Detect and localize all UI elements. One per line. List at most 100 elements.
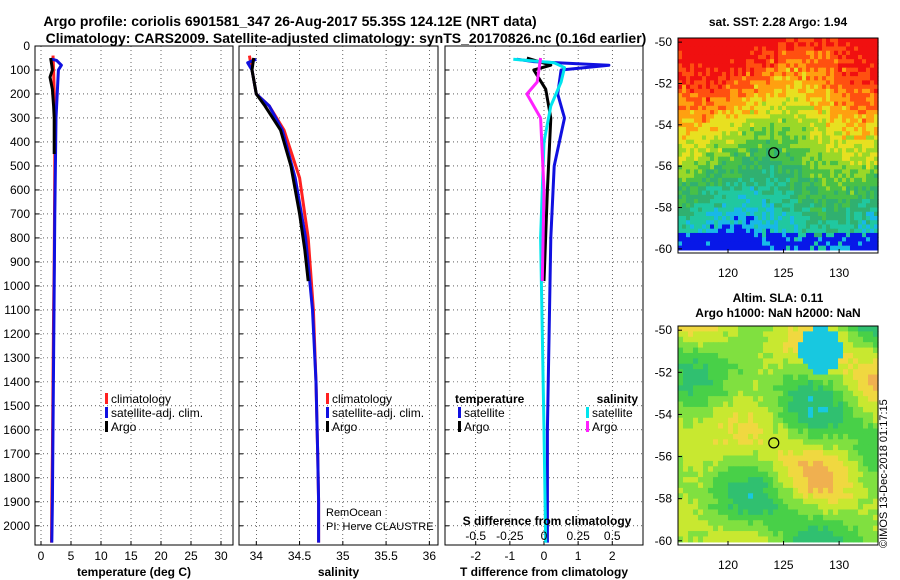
x-tick-label: 130 xyxy=(829,558,849,572)
heatmap-cell xyxy=(678,199,683,204)
heatmap-cell xyxy=(813,455,819,462)
heatmap-cell xyxy=(870,152,875,158)
heatmap-cell xyxy=(803,520,809,527)
heatmap-cell xyxy=(833,342,839,349)
heatmap-cell xyxy=(826,211,831,217)
heatmap-cell xyxy=(690,228,695,234)
heatmap-cell xyxy=(734,71,739,77)
heatmap-cell xyxy=(706,88,711,94)
heatmap-cell xyxy=(862,67,867,73)
heatmap-cell xyxy=(828,369,834,376)
series-line-s-satellite xyxy=(513,57,566,543)
heatmap-cell xyxy=(806,63,811,69)
heatmap-cell xyxy=(778,412,784,419)
heatmap-cell xyxy=(730,194,735,200)
heatmap-cell xyxy=(790,84,795,90)
heatmap-cell xyxy=(710,118,715,124)
heatmap-cell xyxy=(742,97,747,103)
heatmap-cell xyxy=(874,114,879,120)
heatmap-cell xyxy=(848,369,854,376)
heatmap-cell xyxy=(862,194,867,200)
heatmap-cell xyxy=(863,358,869,365)
heatmap-cell xyxy=(870,105,875,111)
heatmap-cell xyxy=(713,406,719,413)
heatmap-cell xyxy=(850,46,855,52)
heatmap-cell xyxy=(708,358,714,365)
heatmap-cell xyxy=(773,466,779,473)
heatmap-cell xyxy=(858,531,864,538)
heatmap-cell xyxy=(706,160,711,166)
heatmap-cell xyxy=(870,190,875,196)
heatmap-cell xyxy=(794,80,799,86)
heatmap-cell xyxy=(798,173,803,179)
heatmap-cell xyxy=(834,241,839,247)
heatmap-cell xyxy=(806,118,811,124)
heatmap-cell xyxy=(810,203,815,209)
heatmap-cell xyxy=(854,67,859,73)
heatmap-cell xyxy=(793,460,799,467)
heatmap-cell xyxy=(750,80,755,86)
heatmap-cell xyxy=(733,412,739,419)
heatmap-cell xyxy=(858,487,864,494)
heatmap-cell xyxy=(826,42,831,48)
heatmap-cell xyxy=(850,110,855,115)
heatmap-cell xyxy=(858,122,863,128)
heatmap-cell xyxy=(686,190,691,196)
heatmap-cell xyxy=(750,42,755,48)
heatmap-cell xyxy=(730,199,735,204)
heatmap-cell xyxy=(874,228,879,234)
heatmap-cell xyxy=(793,406,799,413)
heatmap-cell xyxy=(774,105,779,111)
heatmap-cell xyxy=(858,385,864,392)
heatmap-cell xyxy=(750,97,755,103)
heatmap-cell xyxy=(778,525,784,532)
heatmap-cell xyxy=(846,165,851,170)
heatmap-cell xyxy=(710,114,715,120)
heatmap-cell xyxy=(733,504,739,511)
heatmap-cell xyxy=(730,173,735,179)
heatmap-cell xyxy=(754,237,759,243)
heatmap-cell xyxy=(838,50,843,56)
heatmap-cell xyxy=(874,118,879,124)
heatmap-cell xyxy=(783,347,789,354)
heatmap-cell xyxy=(790,131,795,137)
heatmap-cell xyxy=(733,509,739,516)
heatmap-cell xyxy=(830,245,835,251)
heatmap-cell xyxy=(742,160,747,166)
heatmap-cell xyxy=(818,531,824,538)
heatmap-cell xyxy=(678,477,684,484)
heatmap-cell xyxy=(783,460,789,467)
heatmap-cell xyxy=(730,46,735,52)
heatmap-cell xyxy=(763,466,769,473)
heatmap-cell xyxy=(726,160,731,166)
heatmap-cell xyxy=(854,88,859,94)
heatmap-cell xyxy=(818,46,823,52)
heatmap-cell xyxy=(814,228,819,234)
heatmap-cell xyxy=(694,165,699,170)
heatmap-cell xyxy=(693,482,699,489)
heatmap-cell xyxy=(742,224,747,230)
heatmap-cell xyxy=(728,455,734,462)
heatmap-cell xyxy=(843,423,849,430)
heatmap-cell xyxy=(874,216,879,221)
heatmap-cell xyxy=(786,101,791,107)
heatmap-cell xyxy=(770,177,775,183)
heatmap-cell xyxy=(754,131,759,137)
heatmap-cell xyxy=(838,160,843,166)
heatmap-cell xyxy=(718,433,724,440)
heatmap-cell xyxy=(810,224,815,230)
heatmap-cell xyxy=(834,207,839,213)
heatmap-cell xyxy=(782,122,787,128)
heatmap-cell xyxy=(822,135,827,141)
heatmap-cell xyxy=(768,444,774,451)
heatmap-cell xyxy=(868,369,874,376)
heatmap-cell xyxy=(703,520,709,527)
heatmap-cell xyxy=(823,396,829,403)
heatmap-cell xyxy=(818,88,823,94)
heatmap-cell xyxy=(710,148,715,154)
heatmap-cell xyxy=(786,160,791,166)
heatmap-cell xyxy=(678,331,684,338)
heatmap-cell xyxy=(726,177,731,183)
heatmap-cell xyxy=(770,67,775,73)
